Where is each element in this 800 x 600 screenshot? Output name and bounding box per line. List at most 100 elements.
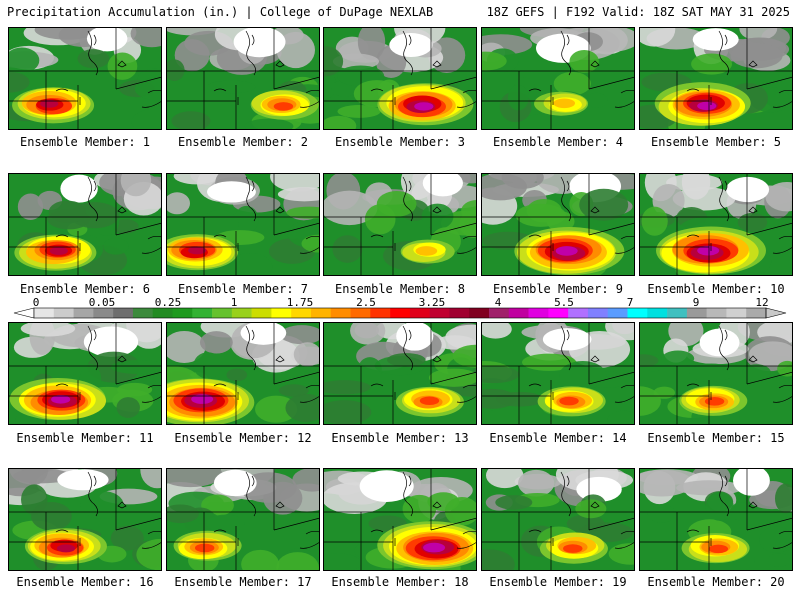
precip-field-map (8, 27, 162, 130)
ensemble-member-label: Ensemble Member: 18 (321, 575, 479, 589)
ensemble-member-label: Ensemble Member: 5 (637, 135, 795, 149)
ensemble-member-label: Ensemble Member: 10 (637, 282, 795, 296)
legend-swatch (133, 308, 153, 318)
legend-swatch (351, 308, 371, 318)
precip-field-map (481, 322, 635, 425)
precip-field-map (323, 173, 477, 276)
legend-swatch (192, 308, 212, 318)
precip-field-map (8, 173, 162, 276)
precip-field-map (481, 173, 635, 276)
legend-left-arrow (14, 308, 34, 318)
map-title: Precipitation Accumulation (in.) | Colle… (7, 5, 433, 19)
legend-swatch (449, 308, 469, 318)
legend-swatch (608, 308, 628, 318)
ensemble-member-label: Ensemble Member: 19 (479, 575, 637, 589)
ensemble-member-label: Ensemble Member: 6 (6, 282, 164, 296)
ensemble-member-map (8, 173, 162, 276)
legend-swatch (746, 308, 766, 318)
legend-swatch (34, 308, 54, 318)
precip-field-map (323, 27, 477, 130)
ensemble-member-map (481, 322, 635, 425)
legend-swatch (687, 308, 707, 318)
precip-field-map (166, 27, 320, 130)
ensemble-member-map (166, 173, 320, 276)
legend-swatch (252, 308, 272, 318)
ensemble-member-label: Ensemble Member: 4 (479, 135, 637, 149)
precipitation-color-legend (0, 306, 800, 320)
legend-swatch (172, 308, 192, 318)
precip-field-map (323, 322, 477, 425)
legend-swatch (74, 308, 94, 318)
legend-swatch (707, 308, 727, 318)
precip-field-map (8, 322, 162, 425)
ensemble-member-map (166, 468, 320, 571)
ensemble-member-map (8, 27, 162, 130)
ensemble-member-map (639, 27, 793, 130)
ensemble-member-map (8, 468, 162, 571)
legend-swatch (370, 308, 390, 318)
legend-swatch (54, 308, 74, 318)
legend-swatch (331, 308, 351, 318)
ensemble-member-map (8, 322, 162, 425)
ensemble-member-label: Ensemble Member: 15 (637, 431, 795, 445)
legend-swatch (667, 308, 687, 318)
precip-field-map (166, 173, 320, 276)
precip-field-map (481, 468, 635, 571)
legend-swatch (93, 308, 113, 318)
legend-swatch (311, 308, 331, 318)
ensemble-member-label: Ensemble Member: 7 (164, 282, 322, 296)
ensemble-member-label: Ensemble Member: 3 (321, 135, 479, 149)
ensemble-member-map (639, 173, 793, 276)
legend-swatch (726, 308, 746, 318)
ensemble-member-label: Ensemble Member: 16 (6, 575, 164, 589)
ensemble-member-map (481, 27, 635, 130)
legend-swatch (647, 308, 667, 318)
precip-field-map (639, 173, 793, 276)
ensemble-member-label: Ensemble Member: 20 (637, 575, 795, 589)
ensemble-member-map (166, 27, 320, 130)
precip-field-map (481, 27, 635, 130)
ensemble-member-map (323, 322, 477, 425)
ensemble-member-label: Ensemble Member: 8 (321, 282, 479, 296)
legend-swatch (232, 308, 252, 318)
legend-swatch (410, 308, 430, 318)
ensemble-member-label: Ensemble Member: 1 (6, 135, 164, 149)
ensemble-member-map (481, 173, 635, 276)
legend-right-arrow (766, 308, 786, 318)
legend-swatch (568, 308, 588, 318)
model-run-info: 18Z GEFS | F192 Valid: 18Z SAT MAY 31 20… (487, 5, 790, 19)
ensemble-member-label: Ensemble Member: 13 (321, 431, 479, 445)
ensemble-member-label: Ensemble Member: 9 (479, 282, 637, 296)
legend-swatch (430, 308, 450, 318)
ensemble-member-map (639, 322, 793, 425)
legend-swatch (588, 308, 608, 318)
precip-field-map (639, 322, 793, 425)
legend-swatch (489, 308, 509, 318)
ensemble-member-label: Ensemble Member: 12 (164, 431, 322, 445)
legend-swatch (390, 308, 410, 318)
legend-swatch (271, 308, 291, 318)
legend-swatch (509, 308, 529, 318)
precip-field-map (8, 468, 162, 571)
ensemble-member-map (166, 322, 320, 425)
ensemble-member-map (323, 468, 477, 571)
ensemble-member-map (481, 468, 635, 571)
ensemble-member-label: Ensemble Member: 2 (164, 135, 322, 149)
ensemble-member-label: Ensemble Member: 11 (6, 431, 164, 445)
legend-swatch (469, 308, 489, 318)
precip-field-map (639, 27, 793, 130)
ensemble-member-map (639, 468, 793, 571)
ensemble-member-label: Ensemble Member: 14 (479, 431, 637, 445)
legend-swatch (291, 308, 311, 318)
legend-swatch (529, 308, 549, 318)
precip-field-map (166, 468, 320, 571)
legend-swatch (153, 308, 173, 318)
ensemble-member-label: Ensemble Member: 17 (164, 575, 322, 589)
precip-field-map (166, 322, 320, 425)
legend-swatch (628, 308, 648, 318)
ensemble-member-map (323, 173, 477, 276)
ensemble-member-map (323, 27, 477, 130)
precip-field-map (639, 468, 793, 571)
legend-swatch (548, 308, 568, 318)
legend-swatch (113, 308, 133, 318)
